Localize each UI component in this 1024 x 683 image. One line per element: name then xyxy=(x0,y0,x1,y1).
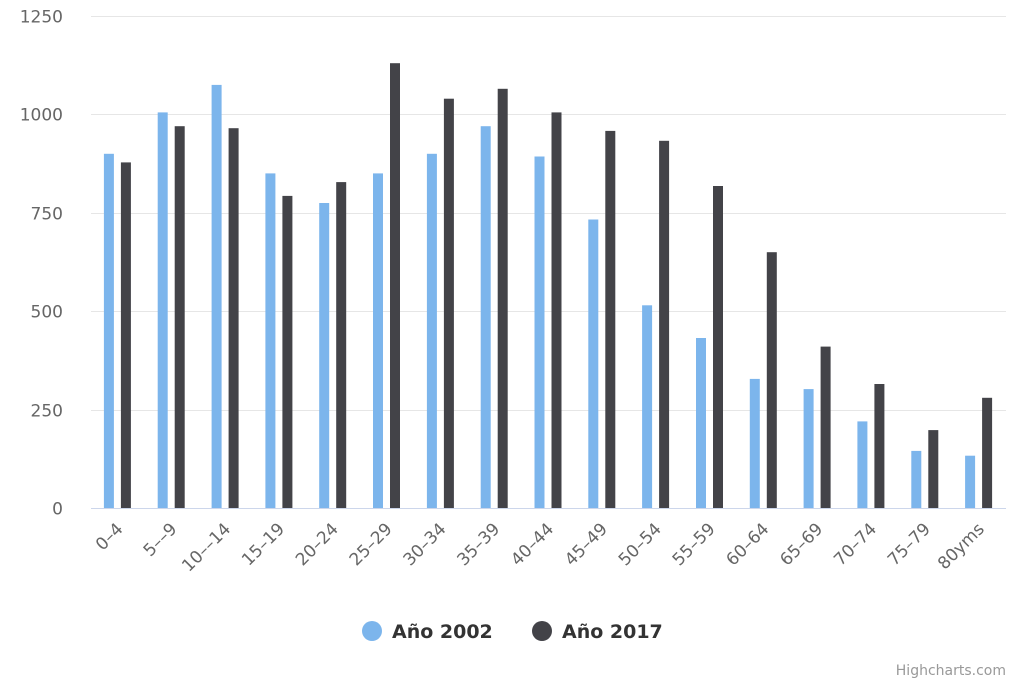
bar-ano-2017[interactable] xyxy=(390,63,400,508)
x-tick-label: 55–59 xyxy=(669,519,720,570)
bar-ano-2017[interactable] xyxy=(228,128,239,508)
legend-label: Año 2002 xyxy=(392,621,493,643)
bar-ano-2002[interactable] xyxy=(211,84,222,509)
x-tick-label: 45–49 xyxy=(561,519,612,570)
bars xyxy=(103,63,993,509)
x-tick-label: 60–64 xyxy=(723,519,774,570)
bar-ano-2002[interactable] xyxy=(480,126,491,508)
bar-ano-2017[interactable] xyxy=(874,384,885,508)
y-tick-label: 750 xyxy=(31,205,63,225)
bar-ano-2017[interactable] xyxy=(713,186,723,508)
bar-ano-2002[interactable] xyxy=(803,389,814,508)
bar-ano-2002[interactable] xyxy=(588,219,599,509)
bar-ano-2017[interactable] xyxy=(120,162,131,508)
legend-item-ano-2002[interactable]: Año 2002 xyxy=(362,621,493,643)
bar-ano-2002[interactable] xyxy=(911,450,922,508)
bar-ano-2017[interactable] xyxy=(336,182,347,508)
bar-ano-2002[interactable] xyxy=(642,305,653,508)
bar-ano-2017[interactable] xyxy=(766,252,777,508)
x-tick-label: 70–74 xyxy=(830,519,881,570)
x-tick-label: 40–44 xyxy=(507,519,558,570)
y-tick-label: 1000 xyxy=(20,106,63,126)
bar-ano-2017[interactable] xyxy=(443,98,454,508)
grid-lines xyxy=(91,16,1006,509)
bar-ano-2017[interactable] xyxy=(820,346,831,508)
x-tick-label: 15–19 xyxy=(238,519,289,570)
y-axis-labels: 0 250 500 750 1000 1250 xyxy=(20,8,63,520)
bar-ano-2002[interactable] xyxy=(426,153,437,509)
bar-ano-2017[interactable] xyxy=(497,88,508,509)
bar-ano-2002[interactable] xyxy=(965,455,976,508)
bar-ano-2002[interactable] xyxy=(319,203,330,508)
bar-ano-2017[interactable] xyxy=(605,130,616,508)
y-tick-label: 500 xyxy=(31,303,63,323)
credits-link[interactable]: Highcharts.com xyxy=(896,663,1006,679)
legend-marker-icon xyxy=(362,621,382,641)
y-tick-label: 1250 xyxy=(20,8,63,28)
x-tick-label: 35–39 xyxy=(453,519,504,570)
x-tick-label: 50–54 xyxy=(615,519,666,570)
bar-ano-2002[interactable] xyxy=(749,378,760,508)
x-tick-label: 65–69 xyxy=(776,519,827,570)
x-tick-label: 75–79 xyxy=(884,519,935,570)
y-tick-label: 250 xyxy=(31,402,63,422)
x-tick-label: 30–34 xyxy=(400,519,451,570)
bar-ano-2002[interactable] xyxy=(103,153,114,509)
x-tick-label: 80yms xyxy=(934,519,989,574)
bar-ano-2017[interactable] xyxy=(551,112,562,509)
y-tick-label: 0 xyxy=(52,500,63,520)
x-tick-label: 10––14 xyxy=(178,519,235,576)
x-tick-label: 0–4 xyxy=(92,519,127,554)
x-tick-label: 20–24 xyxy=(292,519,343,570)
bar-ano-2002[interactable] xyxy=(857,421,868,508)
legend-label: Año 2017 xyxy=(562,621,663,643)
bar-ano-2002[interactable] xyxy=(157,112,168,509)
bar-ano-2002[interactable] xyxy=(534,156,545,509)
bar-ano-2017[interactable] xyxy=(928,430,939,508)
bar-ano-2002[interactable] xyxy=(265,173,276,508)
bar-ano-2017[interactable] xyxy=(982,397,993,508)
bar-ano-2002[interactable] xyxy=(696,338,706,508)
bar-ano-2017[interactable] xyxy=(659,140,670,509)
x-axis-labels: 0–4 5––910––14 15–19 20–24 25–29 30–34 35–39 40… xyxy=(92,519,989,576)
legend-item-ano-2017[interactable]: Año 2017 xyxy=(532,621,663,643)
x-tick-label: 5––9 xyxy=(140,519,181,560)
bar-ano-2017[interactable] xyxy=(174,126,185,508)
legend-marker-icon xyxy=(532,621,552,641)
legend[interactable]: Año 2002 Año 2017 xyxy=(362,621,663,643)
x-tick-label: 25–29 xyxy=(346,519,397,570)
bar-ano-2002[interactable] xyxy=(373,173,383,508)
bar-ano-2017[interactable] xyxy=(282,195,293,508)
